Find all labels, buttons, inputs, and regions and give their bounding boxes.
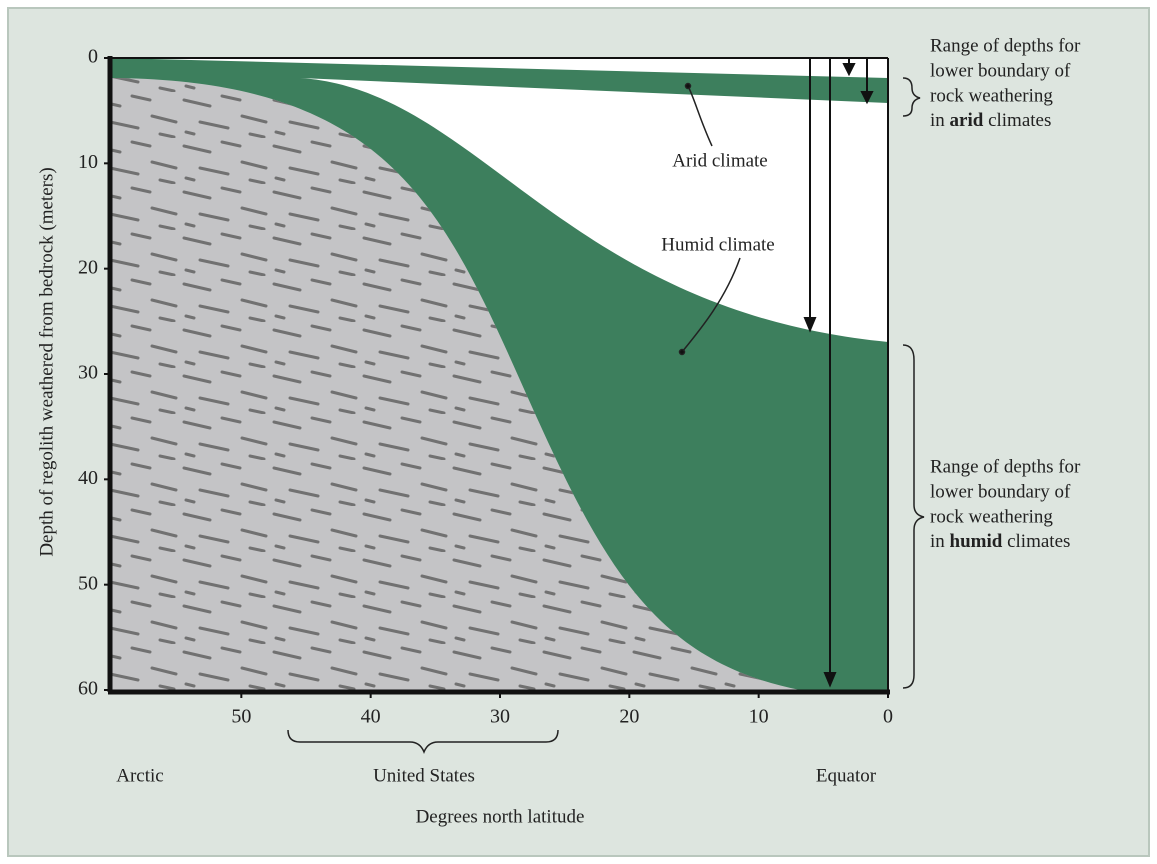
range-note: rock weathering (930, 506, 1053, 527)
range-note: lower boundary of (930, 481, 1071, 502)
notes: Range of depths for lower boundary of rock… (930, 35, 1081, 552)
range-note: Range of depths for (930, 456, 1081, 477)
range-note: in arid climates (930, 110, 1051, 131)
y-tick-label: 0 (88, 46, 98, 68)
region-label: Arctic (116, 765, 163, 786)
range-note-part: in (930, 531, 950, 552)
y-tick-label: 60 (78, 678, 98, 700)
y-tick-label: 30 (78, 362, 98, 384)
rock-texture (112, 78, 800, 690)
y-axis-title: Depth of regolith weathered from bedrock… (36, 167, 57, 556)
region-label: Equator (816, 765, 877, 786)
range-note: Range of depths for (930, 35, 1081, 56)
y-tick-label: 20 (78, 256, 98, 278)
range-note-part: humid (950, 531, 1003, 552)
white-region (300, 78, 888, 342)
x-tick-label: 30 (490, 706, 510, 728)
range-note: rock weathering (930, 85, 1053, 106)
x-tick-label: 20 (619, 706, 639, 728)
y-tick-label: 10 (78, 151, 98, 173)
region-label: United States (373, 765, 475, 786)
x-tick-label: 0 (883, 706, 893, 728)
range-note-part: in (930, 110, 950, 131)
arid-label: Arid climate (672, 150, 768, 171)
y-tick-label: 50 (78, 572, 98, 594)
y-tick-label: 40 (78, 467, 98, 489)
arrows (803, 58, 874, 688)
range-note-part: arid (950, 110, 984, 131)
x-tick-label: 10 (749, 706, 769, 728)
leaders (287, 77, 925, 755)
range-note: lower boundary of (930, 60, 1071, 81)
range-note: in humid climates (930, 531, 1070, 552)
x-axis-title: Degrees north latitude (416, 806, 585, 827)
white-top (112, 58, 888, 78)
humid-label: Humid climate (661, 234, 774, 255)
range-note-part: climates (983, 110, 1051, 131)
x-tick-label: 50 (231, 706, 251, 728)
x-tick-label: 40 (361, 706, 381, 728)
range-note-part: climates (1002, 531, 1070, 552)
